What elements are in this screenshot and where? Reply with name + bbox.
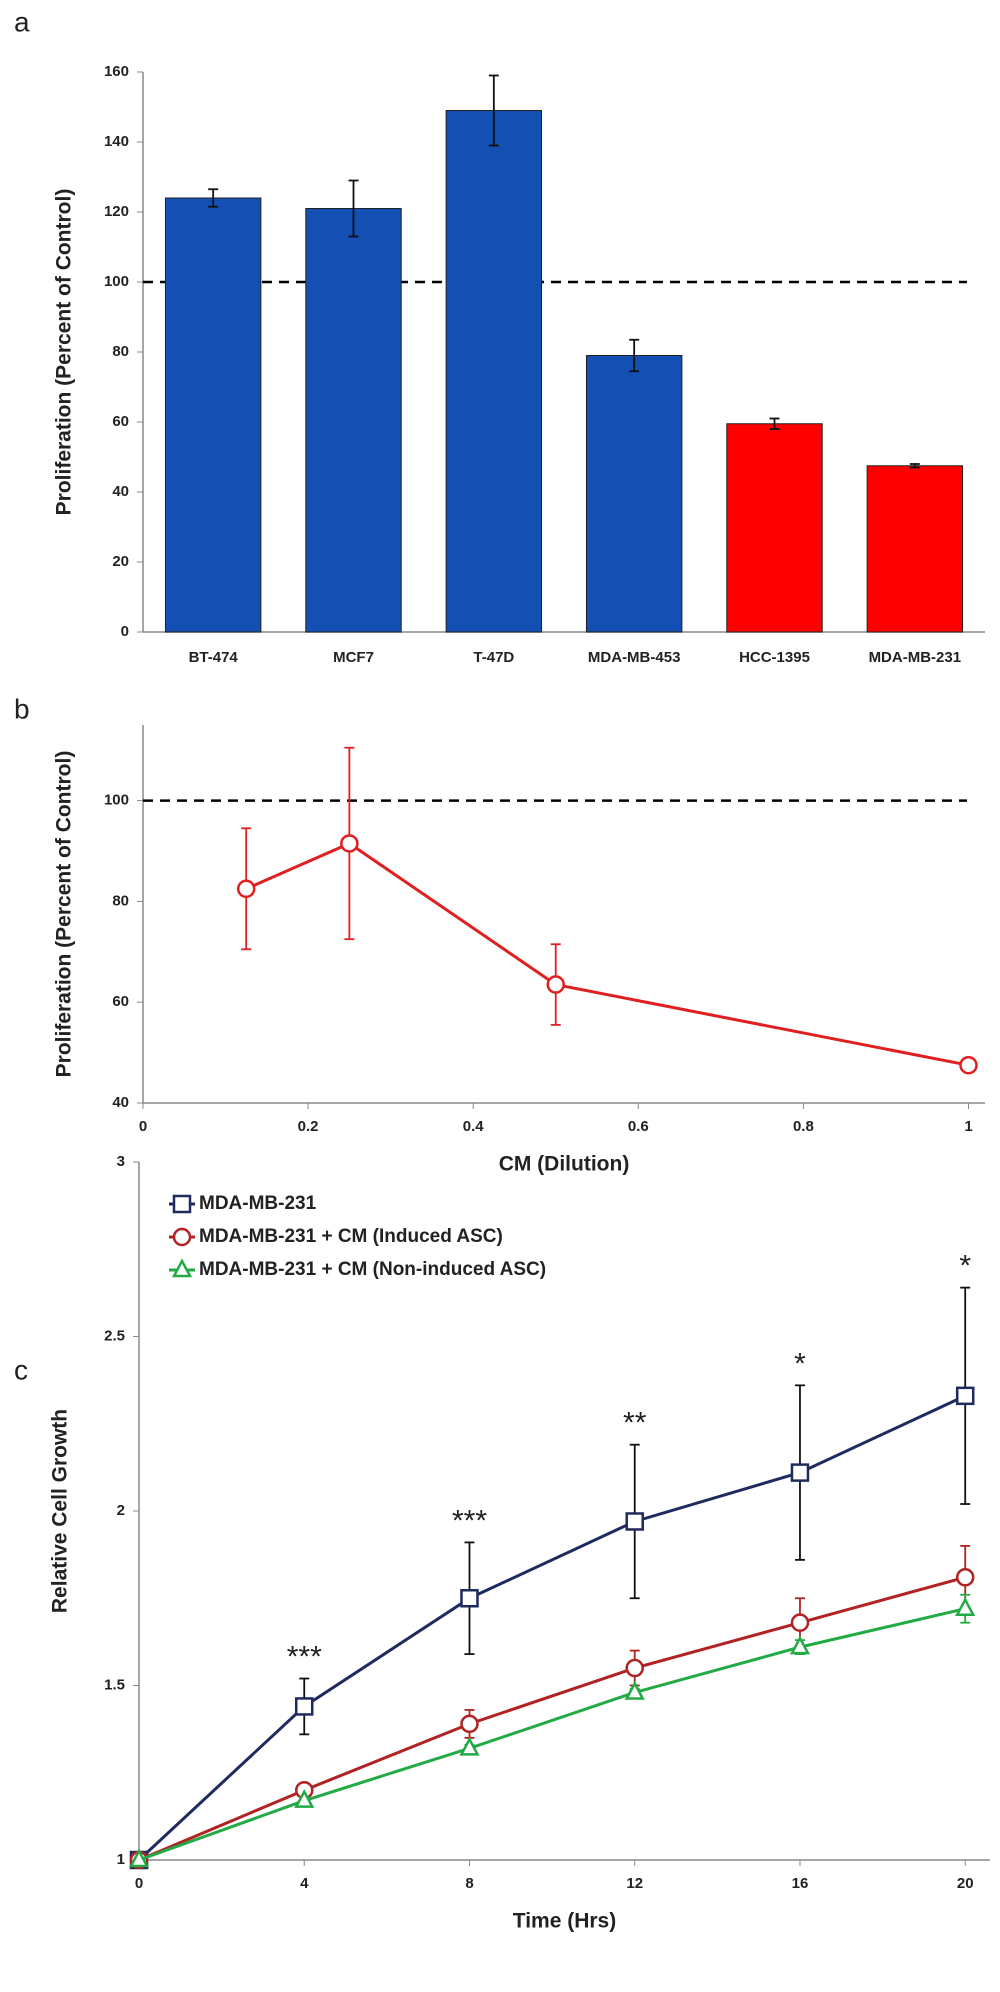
annotation: *** (287, 1640, 322, 1673)
marker (624, 1680, 645, 1700)
series-line (137, 1394, 966, 1862)
x-tick-label: HCC-1395 (739, 649, 810, 666)
series-line (138, 1575, 966, 1862)
bar (585, 355, 683, 633)
x-axis-label: Time (Hrs) (513, 1910, 616, 1933)
marker (340, 834, 359, 853)
x-tick-label: 4 (300, 1875, 309, 1892)
annotation: *** (452, 1504, 487, 1537)
bar (726, 423, 823, 633)
x-tick-label: 0.4 (463, 1118, 485, 1135)
legend-label: MDA-MB-231 (199, 1193, 317, 1214)
x-tick-label: BT-474 (189, 649, 239, 666)
marker (625, 1512, 644, 1531)
bar (305, 208, 402, 633)
y-tick-label: 20 (112, 553, 129, 570)
x-tick-label: MDA-MB-453 (588, 649, 681, 666)
marker (546, 975, 565, 994)
bar (866, 465, 964, 633)
y-axis-label: Relative Cell Growth (49, 1409, 72, 1613)
x-tick-label: 0.2 (298, 1118, 319, 1135)
marker (460, 1714, 479, 1734)
y-tick-label: 2.5 (104, 1327, 125, 1344)
marker (625, 1658, 644, 1678)
x-tick-label: 16 (792, 1875, 809, 1892)
panel-label: c (14, 1354, 28, 1385)
x-tick-label: 0 (139, 1118, 147, 1135)
y-tick-label: 160 (104, 63, 129, 80)
y-tick-label: 120 (104, 203, 129, 220)
series-line (245, 841, 969, 1067)
marker (790, 1463, 810, 1482)
y-tick-label: 100 (104, 273, 129, 290)
y-tick-label: 1.5 (104, 1676, 125, 1693)
series-line (138, 1607, 966, 1862)
marker (955, 1597, 976, 1616)
x-tick-label: T-47D (473, 649, 514, 666)
y-tick-label: 2 (117, 1502, 125, 1519)
x-tick-label: 1 (964, 1118, 972, 1135)
x-axis-label: CM (Dilution) (499, 1153, 630, 1176)
y-tick-label: 3 (117, 1153, 125, 1170)
y-tick-label: 40 (112, 483, 129, 500)
y-axis-label: Proliferation (Percent of Control) (53, 751, 76, 1078)
x-tick-label: 8 (465, 1875, 473, 1892)
marker (460, 1589, 479, 1608)
y-axis-label: Proliferation (Percent of Control) (53, 189, 76, 516)
annotation: * (794, 1347, 806, 1380)
legend-label: MDA-MB-231 + CM (Non-induced ASC) (199, 1259, 546, 1280)
x-tick-label: 0.6 (628, 1118, 649, 1135)
legend-marker (172, 1194, 192, 1214)
legend-marker (171, 1258, 193, 1278)
marker (459, 1736, 480, 1756)
marker (955, 1386, 975, 1406)
marker (955, 1568, 975, 1587)
marker (959, 1055, 978, 1075)
y-tick-label: 60 (112, 413, 129, 430)
y-tick-label: 60 (112, 993, 129, 1010)
panel-label: a (14, 6, 30, 37)
x-tick-label: MCF7 (333, 649, 374, 666)
x-tick-label: 0.8 (793, 1118, 814, 1135)
marker (294, 1697, 314, 1716)
y-tick-label: 40 (112, 1094, 129, 1111)
y-tick-label: 80 (112, 892, 129, 909)
y-tick-label: 0 (121, 623, 129, 640)
y-tick-label: 140 (104, 133, 129, 150)
marker (294, 1789, 315, 1808)
y-tick-label: 100 (104, 792, 129, 809)
marker (789, 1635, 811, 1655)
marker (128, 1848, 150, 1868)
bar (164, 197, 262, 633)
panel-label: b (14, 693, 30, 724)
annotation: ** (623, 1407, 647, 1440)
annotation: * (959, 1250, 971, 1283)
marker (790, 1613, 810, 1632)
x-tick-label: 12 (626, 1875, 643, 1892)
x-tick-label: 20 (957, 1875, 974, 1892)
legend-label: MDA-MB-231 + CM (Induced ASC) (199, 1226, 503, 1247)
bar (445, 110, 543, 633)
x-tick-label: 0 (135, 1875, 143, 1892)
legend-marker (172, 1227, 192, 1247)
y-tick-label: 1 (117, 1851, 125, 1868)
x-tick-label: MDA-MB-231 (869, 649, 962, 666)
marker (236, 879, 256, 899)
y-tick-label: 80 (112, 343, 129, 360)
